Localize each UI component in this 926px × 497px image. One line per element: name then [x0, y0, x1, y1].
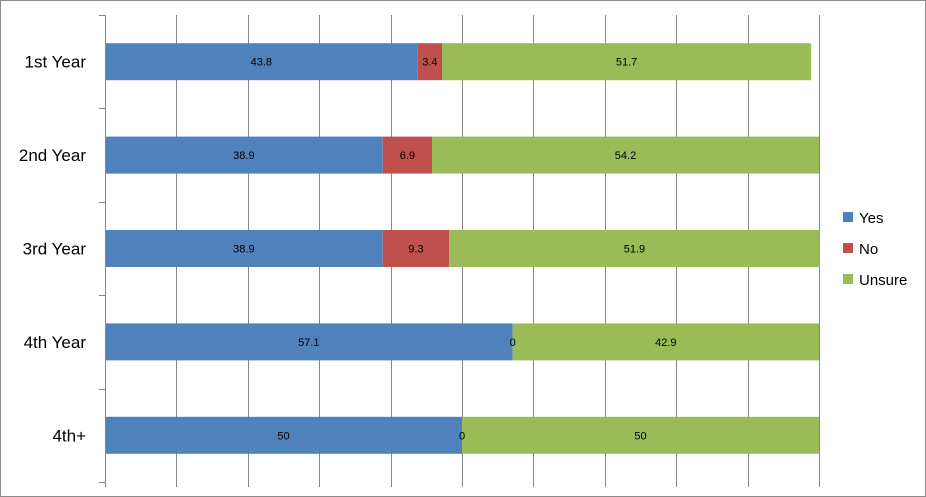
legend-label: Yes: [859, 210, 883, 227]
category-label: 4th Year: [24, 333, 87, 352]
data-label: 51.7: [616, 57, 637, 69]
category-label: 4th+: [52, 426, 86, 445]
category-label: 2nd Year: [19, 146, 86, 165]
data-label: 57.1: [298, 337, 319, 349]
data-label: 38.9: [233, 150, 254, 162]
legend-label: Unsure: [859, 272, 907, 289]
data-label: 9.3: [408, 244, 423, 256]
bar-unsure: [512, 323, 819, 361]
data-label: 50: [634, 430, 646, 442]
bar-unsure: [449, 230, 820, 267]
legend-swatch: [843, 212, 853, 222]
legend-label: No: [859, 241, 878, 258]
category-label: 1st Year: [25, 53, 87, 72]
category-axis: 1st Year 2nd Year 3rd Year 4th Year 4th+: [19, 15, 106, 487]
data-label: 51.9: [624, 244, 645, 256]
bar-no: [417, 43, 443, 81]
bar-yes: [105, 230, 383, 267]
bar-yes: [105, 416, 462, 454]
data-label: 0: [510, 337, 516, 349]
bar-yes: [105, 323, 513, 361]
bar-no: [382, 230, 450, 267]
bar-unsure: [432, 136, 819, 174]
data-label: 43.8: [251, 57, 272, 69]
bars: [105, 43, 820, 454]
data-label: 3.4: [422, 57, 437, 69]
data-label: 42.9: [655, 337, 676, 349]
bar-unsure: [462, 416, 819, 454]
bar-yes: [105, 136, 383, 174]
data-label: 6.9: [400, 150, 415, 162]
bar-yes: [105, 43, 418, 81]
category-label: 3rd Year: [23, 240, 87, 259]
legend-swatch: [843, 274, 853, 284]
data-label: 50: [277, 430, 289, 442]
legend: Yes No Unsure: [843, 210, 907, 289]
data-label: 38.9: [233, 244, 254, 256]
legend-swatch: [843, 243, 853, 253]
bar-unsure: [442, 43, 812, 81]
data-label: 54.2: [615, 150, 636, 162]
data-labels: 43.8 3.4 51.7 38.9 6.9 54.2 38.9 9.3 51.9 57.1 0 42…: [233, 57, 676, 443]
data-label: 0: [459, 430, 465, 442]
bar-no: [382, 136, 433, 174]
